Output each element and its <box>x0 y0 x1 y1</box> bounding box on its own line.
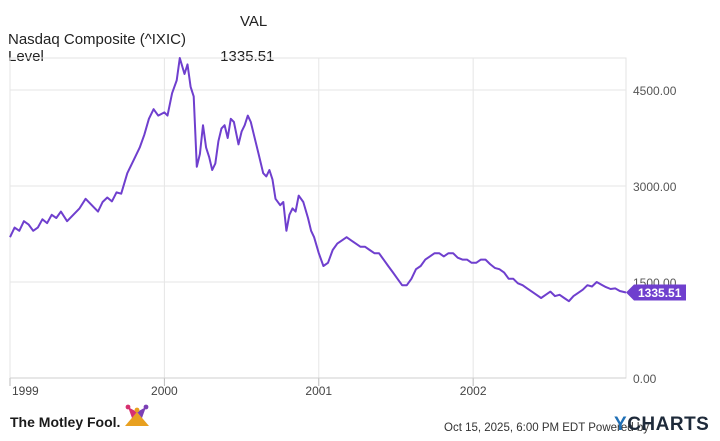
ycharts-logo: YCHARTS <box>614 414 709 436</box>
legend-series-name: Nasdaq Composite (^IXIC) Level <box>8 31 186 65</box>
x-tick-label: 2000 <box>151 384 178 398</box>
timestamp-powered-by: Oct 15, 2025, 6:00 PM EDT Powered by <box>444 422 649 434</box>
y-tick-label: 4500.00 <box>633 84 677 98</box>
plot-frame <box>9 57 627 379</box>
ycharts-wordmark: CHARTS <box>627 414 710 435</box>
x-tick-label: 1999 <box>12 384 39 398</box>
y-tick-label: 3000.00 <box>633 180 677 194</box>
footer: The Motley Fool. Oct 15, 2025, 6:00 PM E… <box>0 404 720 441</box>
grid-layer <box>9 57 627 379</box>
last-value-badge-shape <box>626 284 686 301</box>
legend-series-value: 1335.51 <box>220 48 275 65</box>
x-tick-label: 2002 <box>460 384 487 398</box>
jester-hat-icon <box>125 404 150 426</box>
legend-column-header: VAL <box>240 13 268 30</box>
motley-fool-wordmark: The Motley Fool. <box>10 414 121 430</box>
x-tick-label: 2001 <box>305 384 332 398</box>
series-layer <box>9 57 627 303</box>
legend-row: Nasdaq Composite (^IXIC) Level 1335.51 <box>8 31 274 65</box>
label-layer: 1335.51 <box>626 284 686 301</box>
last-value-label: 1335.51 <box>638 286 682 300</box>
series-line <box>9 57 627 303</box>
y-tick-label: 0.00 <box>633 372 657 386</box>
last-value-badge: 1335.51 <box>626 284 686 301</box>
ycharts-y: Y <box>614 414 628 435</box>
motley-fool-logo: The Motley Fool. <box>10 404 152 434</box>
